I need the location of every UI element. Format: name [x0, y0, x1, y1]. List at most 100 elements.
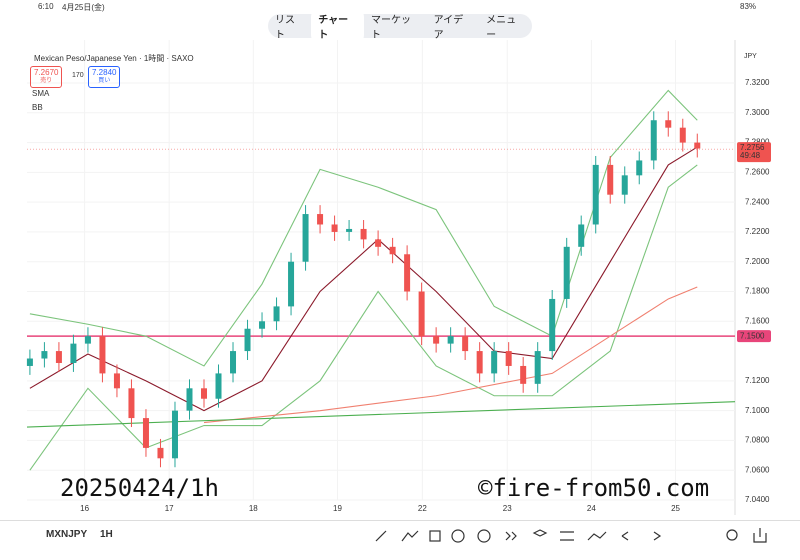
tab[interactable]: マーケット	[371, 15, 412, 41]
icon-draw[interactable]	[375, 530, 387, 542]
y-tick-label: 7.1200	[745, 376, 770, 385]
hline-label-bg	[737, 330, 771, 343]
candle-body	[26, 358, 33, 366]
candle-body	[505, 351, 512, 366]
y-tick-label: 7.2000	[745, 257, 770, 266]
battery: 83%	[740, 2, 757, 11]
y-tick-label: 7.1800	[745, 287, 770, 296]
indicator-sma[interactable]: SMA	[32, 89, 50, 98]
x-tick-label: 19	[333, 504, 342, 513]
sell-button[interactable]: 7.2670 売り	[30, 66, 63, 88]
candle-body	[346, 228, 353, 232]
watermark-right: ©fire-from50.com	[478, 474, 710, 502]
sell-label: 売り	[40, 78, 53, 84]
y-tick-label: 7.0600	[745, 465, 770, 474]
x-tick-label: 22	[418, 504, 427, 513]
bottom-symbol[interactable]: MXNJPY	[46, 529, 88, 540]
watermark-left: 20250424/1h	[60, 474, 219, 502]
candle-body	[186, 388, 193, 411]
candle-body	[273, 306, 280, 322]
candle-body	[563, 246, 570, 299]
candle-body	[679, 127, 686, 143]
candle-body	[171, 410, 178, 459]
candle-body	[636, 160, 643, 176]
buy-label: 買い	[98, 78, 111, 84]
y-tick-label: 7.2400	[745, 197, 770, 206]
bottom-interval[interactable]: 1H	[100, 529, 113, 540]
icon-add[interactable]	[451, 529, 465, 543]
x-tick-label: 23	[503, 504, 512, 513]
y-tick-label: 7.0800	[745, 436, 770, 445]
y-tick-label: 7.2600	[745, 167, 770, 176]
icon-share[interactable]	[753, 528, 767, 543]
candle-body	[462, 336, 469, 352]
candle-body	[592, 164, 599, 225]
icon-compare[interactable]	[587, 531, 607, 541]
candle-body	[215, 373, 222, 399]
candle-body	[302, 214, 309, 262]
candle-body	[650, 120, 657, 161]
candle-body	[447, 336, 454, 344]
candle-body	[621, 175, 628, 195]
candle-body	[665, 120, 672, 128]
candle-body	[41, 351, 48, 359]
x-tick-label: 16	[80, 504, 89, 513]
y-tick-label: 7.0400	[745, 495, 770, 504]
icon-light[interactable]	[726, 529, 738, 541]
buy-price: 7.2840	[92, 68, 117, 77]
candle-body	[317, 214, 324, 225]
icon-alert[interactable]	[477, 529, 491, 543]
buy-button[interactable]: 7.2840 買い	[88, 66, 121, 88]
candle-body	[244, 328, 251, 352]
y-tick-label: 7.1600	[745, 316, 770, 325]
icon-redo[interactable]	[653, 531, 662, 541]
x-tick-label: 25	[671, 504, 680, 513]
hline-label: 7.1500	[740, 331, 765, 340]
candle-body	[476, 351, 483, 374]
candle-body	[491, 351, 498, 374]
candle-body	[331, 224, 338, 232]
candle-body	[55, 351, 62, 363]
candle-body	[694, 142, 701, 149]
chart: 7.32007.30007.28007.26007.24007.22007.20…	[26, 40, 771, 515]
candle-body	[520, 365, 527, 384]
candle-body	[113, 373, 120, 389]
tab[interactable]: メニュー	[486, 15, 517, 41]
candle-body	[142, 418, 149, 448]
symbol-header: Mexican Peso/Japanese Yen · 1時間 · SAXO	[34, 54, 194, 63]
toolbar-icons	[375, 528, 767, 543]
candle-body	[549, 298, 556, 352]
icon-layout[interactable]	[429, 530, 441, 542]
indicator-bb[interactable]: BB	[32, 103, 43, 112]
candle-body	[288, 261, 295, 307]
candle-body	[201, 388, 207, 399]
candle-body	[404, 254, 411, 292]
tab[interactable]: チャート	[311, 7, 365, 45]
candle-body	[157, 447, 164, 459]
candle-body	[84, 336, 91, 344]
icon-layers[interactable]	[532, 529, 548, 537]
tab[interactable]: リスト	[275, 15, 295, 41]
icon-replay[interactable]	[505, 531, 517, 541]
status-date: 4月25日(金)	[62, 3, 105, 12]
countdown-label: 49:48	[740, 151, 761, 160]
candle-body	[360, 228, 367, 240]
y-tick-label: 7.3000	[745, 108, 770, 117]
icon-undo[interactable]	[621, 531, 629, 541]
candle-body	[578, 224, 585, 247]
bottom-toolbar: MXNJPY 1H	[0, 520, 800, 560]
candle-body	[433, 336, 440, 344]
candle-body	[534, 351, 541, 384]
icon-settings[interactable]	[560, 531, 574, 541]
candle-body	[375, 239, 382, 247]
y-tick-label: 7.3200	[745, 78, 770, 87]
tab[interactable]: アイデア	[433, 15, 464, 41]
y-tick-label: 7.2200	[745, 227, 770, 236]
last-price-label: 7.2756	[740, 143, 765, 152]
x-tick-label: 24	[587, 504, 596, 513]
y-tick-label: 7.1000	[745, 406, 770, 415]
candle-body	[230, 351, 237, 374]
icon-indicators[interactable]	[401, 530, 419, 542]
candle-body	[70, 343, 77, 363]
